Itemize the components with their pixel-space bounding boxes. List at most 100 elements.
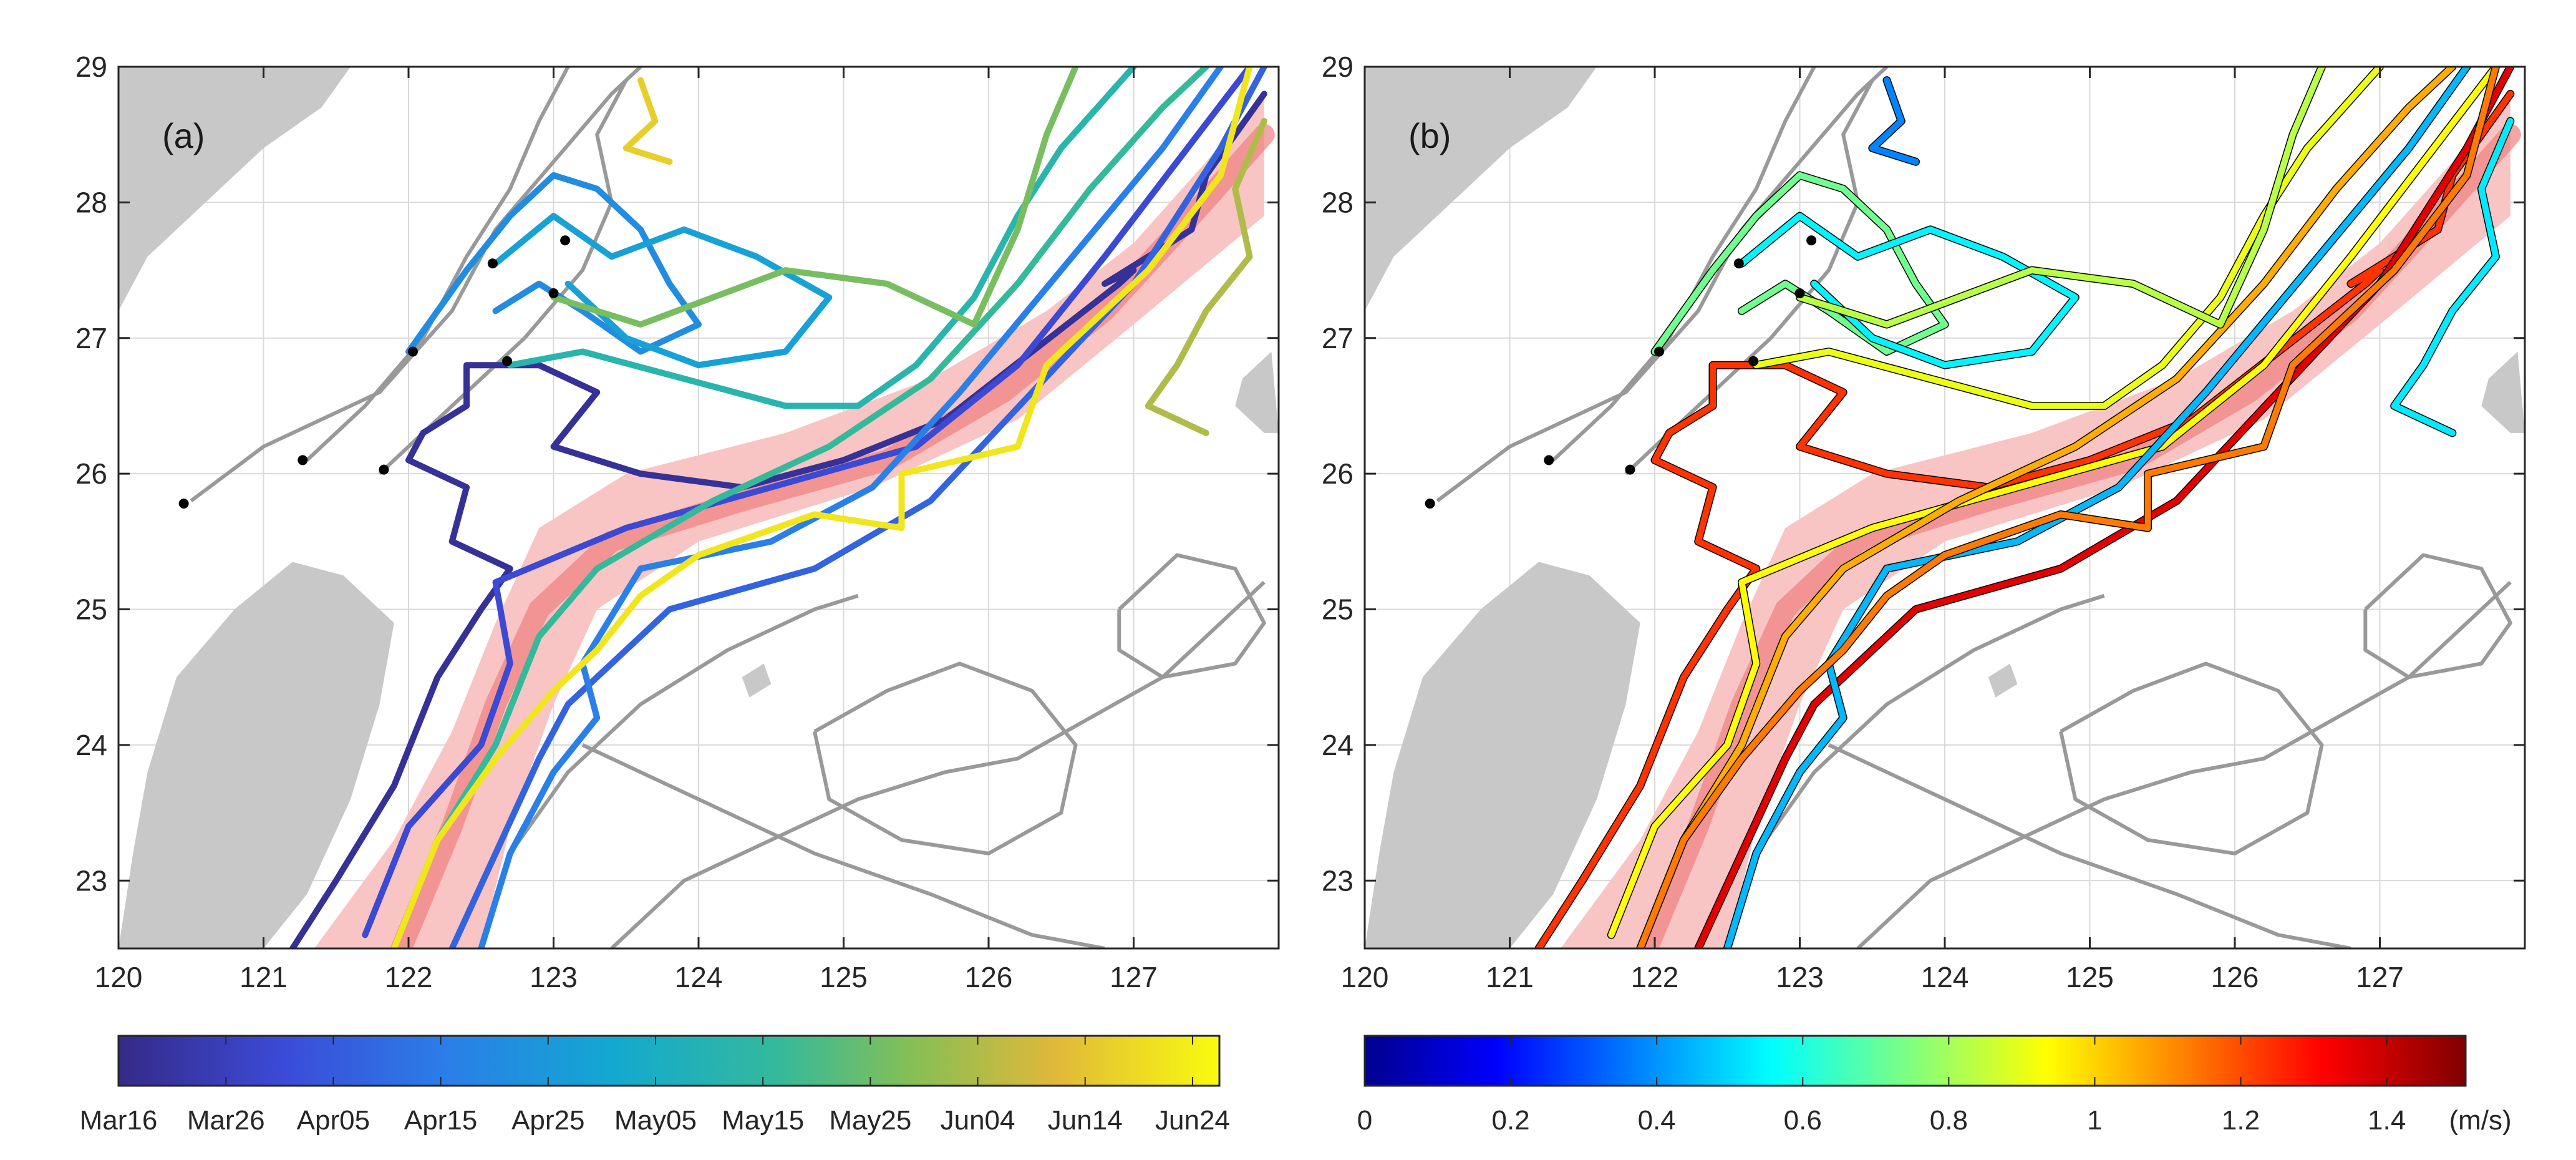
axis-ticks: 120 121 122 123 124 125 126 127 23 24 25 26 27 28 29 (1322, 51, 2525, 993)
x-tick-label: 124 (675, 961, 723, 993)
drifter-trajectory (289, 90, 1267, 948)
drifter-trajectory (448, 67, 1267, 948)
colorbar-label: 1.2 (2222, 1105, 2260, 1136)
okinawa-island (1235, 351, 1279, 433)
isobath-line (2059, 661, 2324, 855)
drifter-trajectory (1637, 67, 2499, 948)
isobath-line (1828, 743, 2351, 948)
colorbar-label: May05 (614, 1105, 697, 1136)
china-coast (1365, 67, 1597, 311)
isobath-line (2363, 553, 2512, 680)
isobath-line (190, 67, 642, 503)
x-tick-label: 123 (1776, 961, 1824, 993)
drifter-trajectory (405, 172, 702, 355)
release-points (178, 235, 571, 509)
y-tick-label: 27 (75, 322, 107, 354)
colorbar-label: Jun14 (1048, 1105, 1123, 1136)
colorbar-label: Jun24 (1155, 1105, 1230, 1136)
isobath-line (306, 67, 570, 462)
release-point-marker (178, 498, 189, 509)
drifter-trajectory (2391, 118, 2514, 436)
drifter-trajectory (1652, 172, 1948, 355)
yaeyama-island (1988, 663, 2018, 698)
release-point-marker (487, 258, 498, 269)
colorbar-label: 0.6 (1784, 1105, 1822, 1136)
release-point-marker (560, 235, 571, 246)
y-tick-label: 29 (75, 51, 107, 83)
y-tick-label: 24 (1322, 729, 1353, 761)
panel-label: (b) (1408, 116, 1451, 155)
drifter-trajectory (622, 77, 673, 165)
x-tick-label: 127 (2356, 961, 2404, 993)
drifter-trajectory (1753, 67, 2383, 409)
drifter-trajectory (1869, 77, 1919, 165)
drifter-trajectory (1796, 67, 2325, 328)
colorbar-label: 0.2 (1491, 1105, 1529, 1136)
panel-a: 120 121 122 123 124 125 126 127 23 24 25 26 27 28 29 (a… (75, 51, 1280, 1136)
x-tick-label: 126 (2211, 961, 2259, 993)
taiwan-island (119, 562, 394, 948)
x-tick-label: 121 (1486, 961, 1534, 993)
drifter-trajectory (390, 67, 1209, 948)
x-tick-label: 121 (240, 961, 288, 993)
drifter-trajectory (1536, 90, 2514, 948)
kuroshio-envelope (314, 94, 1264, 948)
drifter-trajectory (1637, 67, 2456, 948)
release-point-marker (1425, 498, 1435, 509)
isobath-line (1856, 580, 2512, 948)
drifter-trajectory (550, 67, 1079, 328)
isobath-line (1436, 67, 1889, 503)
release-point-marker (1544, 455, 1554, 465)
colorbar-label: Mar16 (80, 1105, 158, 1136)
panel-b: 120 121 122 123 124 125 126 127 23 24 25 26 27 28 29 (b… (1322, 51, 2526, 1136)
x-tick-label: 122 (385, 961, 433, 993)
x-tick-label: 124 (1921, 961, 1969, 993)
isobath-line (1117, 553, 1266, 680)
x-tick-label: 125 (820, 961, 868, 993)
colorbar-label: Mar26 (187, 1105, 265, 1136)
colorbar-gradient (117, 1035, 1221, 1087)
drifter-trajectory (1145, 118, 1267, 436)
release-point-marker (1625, 464, 1635, 475)
colorbar-unit: (m/s) (2449, 1105, 2512, 1136)
colorbar-label: 0.8 (1930, 1105, 1968, 1136)
release-point-marker (298, 455, 308, 465)
drifter-trajectories (1534, 67, 2515, 948)
y-tick-label: 26 (75, 457, 107, 490)
speed-colorbar: 0 0.2 0.4 0.6 0.8 1 1.2 1.4 (m/s) (1357, 1035, 2512, 1136)
colorbar-gradient (1363, 1035, 2467, 1087)
release-point-marker (502, 356, 513, 366)
x-tick-label: 125 (2066, 961, 2114, 993)
isobath-line (581, 743, 1105, 948)
y-tick-label: 28 (1322, 186, 1353, 218)
release-point-marker (548, 288, 559, 299)
release-point-marker (407, 346, 418, 357)
yaeyama-island (742, 663, 772, 698)
release-point-marker (1748, 356, 1759, 366)
colorbar-label: Apr15 (404, 1105, 477, 1136)
kuroshio-envelope (1560, 94, 2511, 948)
y-tick-label: 28 (75, 186, 107, 218)
colorbar-label: 1 (2087, 1105, 2102, 1136)
drifter-trajectories (289, 67, 1267, 948)
okinawa-island (2481, 351, 2525, 433)
x-tick-label: 127 (1110, 961, 1158, 993)
release-point-marker (1733, 258, 1744, 269)
release-point-marker (1794, 288, 1805, 299)
colorbar-label: May15 (722, 1105, 804, 1136)
taiwan-island (1365, 562, 1640, 948)
isobath-line (1624, 79, 1874, 475)
landmass (1365, 67, 2525, 948)
y-tick-label: 26 (1322, 457, 1353, 490)
y-tick-label: 29 (1322, 51, 1353, 83)
y-tick-label: 27 (1322, 322, 1353, 354)
release-point-marker (379, 464, 389, 475)
drifter-trajectory (492, 213, 833, 369)
panel-label: (a) (162, 116, 205, 155)
x-tick-label: 120 (1341, 961, 1389, 993)
drifter-trajectory (1738, 213, 2079, 369)
colorbar-label: Apr25 (511, 1105, 584, 1136)
drifter-trajectory (1695, 67, 2514, 948)
